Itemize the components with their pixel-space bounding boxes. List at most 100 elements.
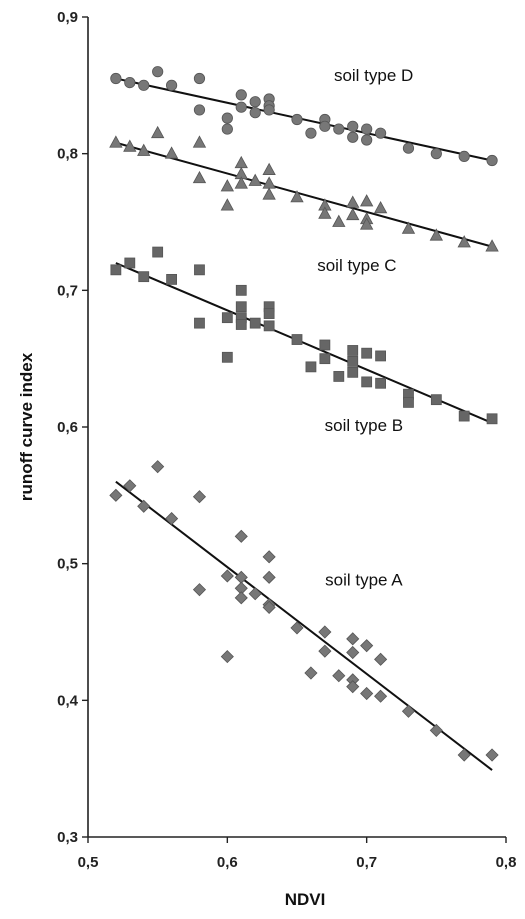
circle-point	[221, 123, 233, 135]
diamond-point	[262, 600, 276, 614]
triangle-point	[192, 135, 207, 148]
square-point	[194, 317, 205, 329]
triangle-point	[164, 146, 179, 159]
circle-point	[249, 96, 261, 108]
diamond-point	[262, 570, 276, 584]
diamond-point	[234, 529, 248, 543]
series-annotation: soil type A	[325, 571, 403, 590]
diamond-point	[346, 680, 360, 694]
square-point	[263, 320, 275, 332]
square-point	[361, 347, 373, 359]
x-tick-label: 0,8	[496, 854, 517, 871]
triangle-point	[318, 206, 332, 219]
diamond-point	[360, 639, 374, 653]
circle-point	[249, 107, 261, 119]
circle-point	[263, 104, 275, 116]
diamond-point	[192, 490, 207, 504]
triangle-point	[373, 200, 388, 214]
series-annotation: soil type C	[317, 256, 396, 275]
square-point	[110, 264, 122, 276]
circle-point	[430, 148, 442, 160]
diamond-point	[220, 569, 234, 583]
y-tick-label: 0,7	[57, 282, 78, 299]
triangle-point	[485, 239, 499, 252]
diamond-point	[262, 550, 276, 564]
circle-point	[110, 72, 122, 85]
data-points	[109, 66, 499, 762]
circle-point	[193, 104, 206, 116]
circle-point	[193, 72, 206, 85]
y-axis-title: runoff curve index	[17, 352, 36, 501]
square-point	[124, 257, 136, 269]
diamond-point	[318, 644, 332, 658]
triangle-point	[359, 217, 374, 230]
x-tick-label: 0,5	[78, 854, 99, 871]
diamond-point	[248, 587, 262, 601]
circle-point	[458, 150, 470, 162]
y-tick-label: 0,6	[57, 419, 78, 436]
square-point	[347, 355, 359, 367]
y-tick-label: 0,5	[57, 556, 78, 573]
trendlines	[115, 77, 493, 771]
square-point	[249, 317, 261, 329]
triangle-point	[457, 235, 471, 248]
triangle-point	[234, 155, 248, 169]
diamond-point	[123, 479, 137, 493]
triangle-point	[234, 176, 248, 189]
diamond-point	[234, 591, 248, 605]
circle-point	[124, 77, 136, 89]
diamond-point	[151, 460, 165, 474]
square-point	[347, 345, 359, 356]
circle-point	[333, 123, 345, 135]
square-point	[430, 394, 442, 406]
circle-point	[221, 112, 233, 124]
square-point	[319, 339, 331, 351]
square-point	[375, 350, 387, 362]
diamond-point	[346, 645, 360, 660]
circle-point	[361, 134, 373, 146]
diamond-point	[192, 583, 207, 597]
y-tick-label: 0,9	[57, 9, 78, 26]
circle-point	[305, 127, 317, 139]
y-tick-label: 0,8	[57, 146, 78, 163]
circle-point	[235, 101, 247, 113]
square-point	[458, 410, 470, 422]
square-point	[305, 361, 317, 373]
triangle-point	[220, 179, 235, 192]
circle-point	[319, 120, 331, 132]
circle-point	[138, 79, 150, 91]
square-point	[194, 264, 205, 276]
circle-point	[361, 123, 373, 135]
diamond-point	[485, 748, 499, 762]
triangle-point	[123, 139, 137, 152]
triangle-point	[109, 135, 123, 148]
square-point	[361, 376, 373, 388]
square-point	[221, 312, 233, 324]
square-point	[138, 271, 150, 283]
axes: 0,3 0,4 0,5 0,6 0,7 0,8 0,9 0,5 0,6 0,7 0,8	[57, 9, 516, 871]
triangle-point	[401, 221, 416, 234]
y-tick-label: 0,3	[57, 829, 78, 846]
square-point	[263, 308, 275, 319]
triangle-point	[262, 176, 276, 189]
triangle-point	[137, 143, 151, 156]
x-axis-title: NDVI	[285, 890, 326, 909]
diamond-point	[332, 669, 346, 683]
circle-point	[291, 113, 303, 126]
circle-point	[374, 127, 387, 139]
diamond-point	[374, 652, 388, 666]
labels: soil type D soil type C soil type B soil ty…	[317, 66, 413, 589]
series-annotation: soil type B	[325, 416, 403, 435]
triangle-point	[150, 125, 165, 139]
triangle-point	[290, 190, 304, 203]
square-point	[347, 366, 359, 378]
square-point	[235, 301, 247, 313]
triangle-point	[359, 194, 374, 207]
circle-point	[486, 154, 498, 167]
x-tick-label: 0,7	[356, 854, 377, 871]
square-point	[221, 351, 233, 363]
diamond-point	[220, 650, 234, 664]
square-point	[291, 334, 303, 345]
circle-point	[347, 131, 359, 143]
